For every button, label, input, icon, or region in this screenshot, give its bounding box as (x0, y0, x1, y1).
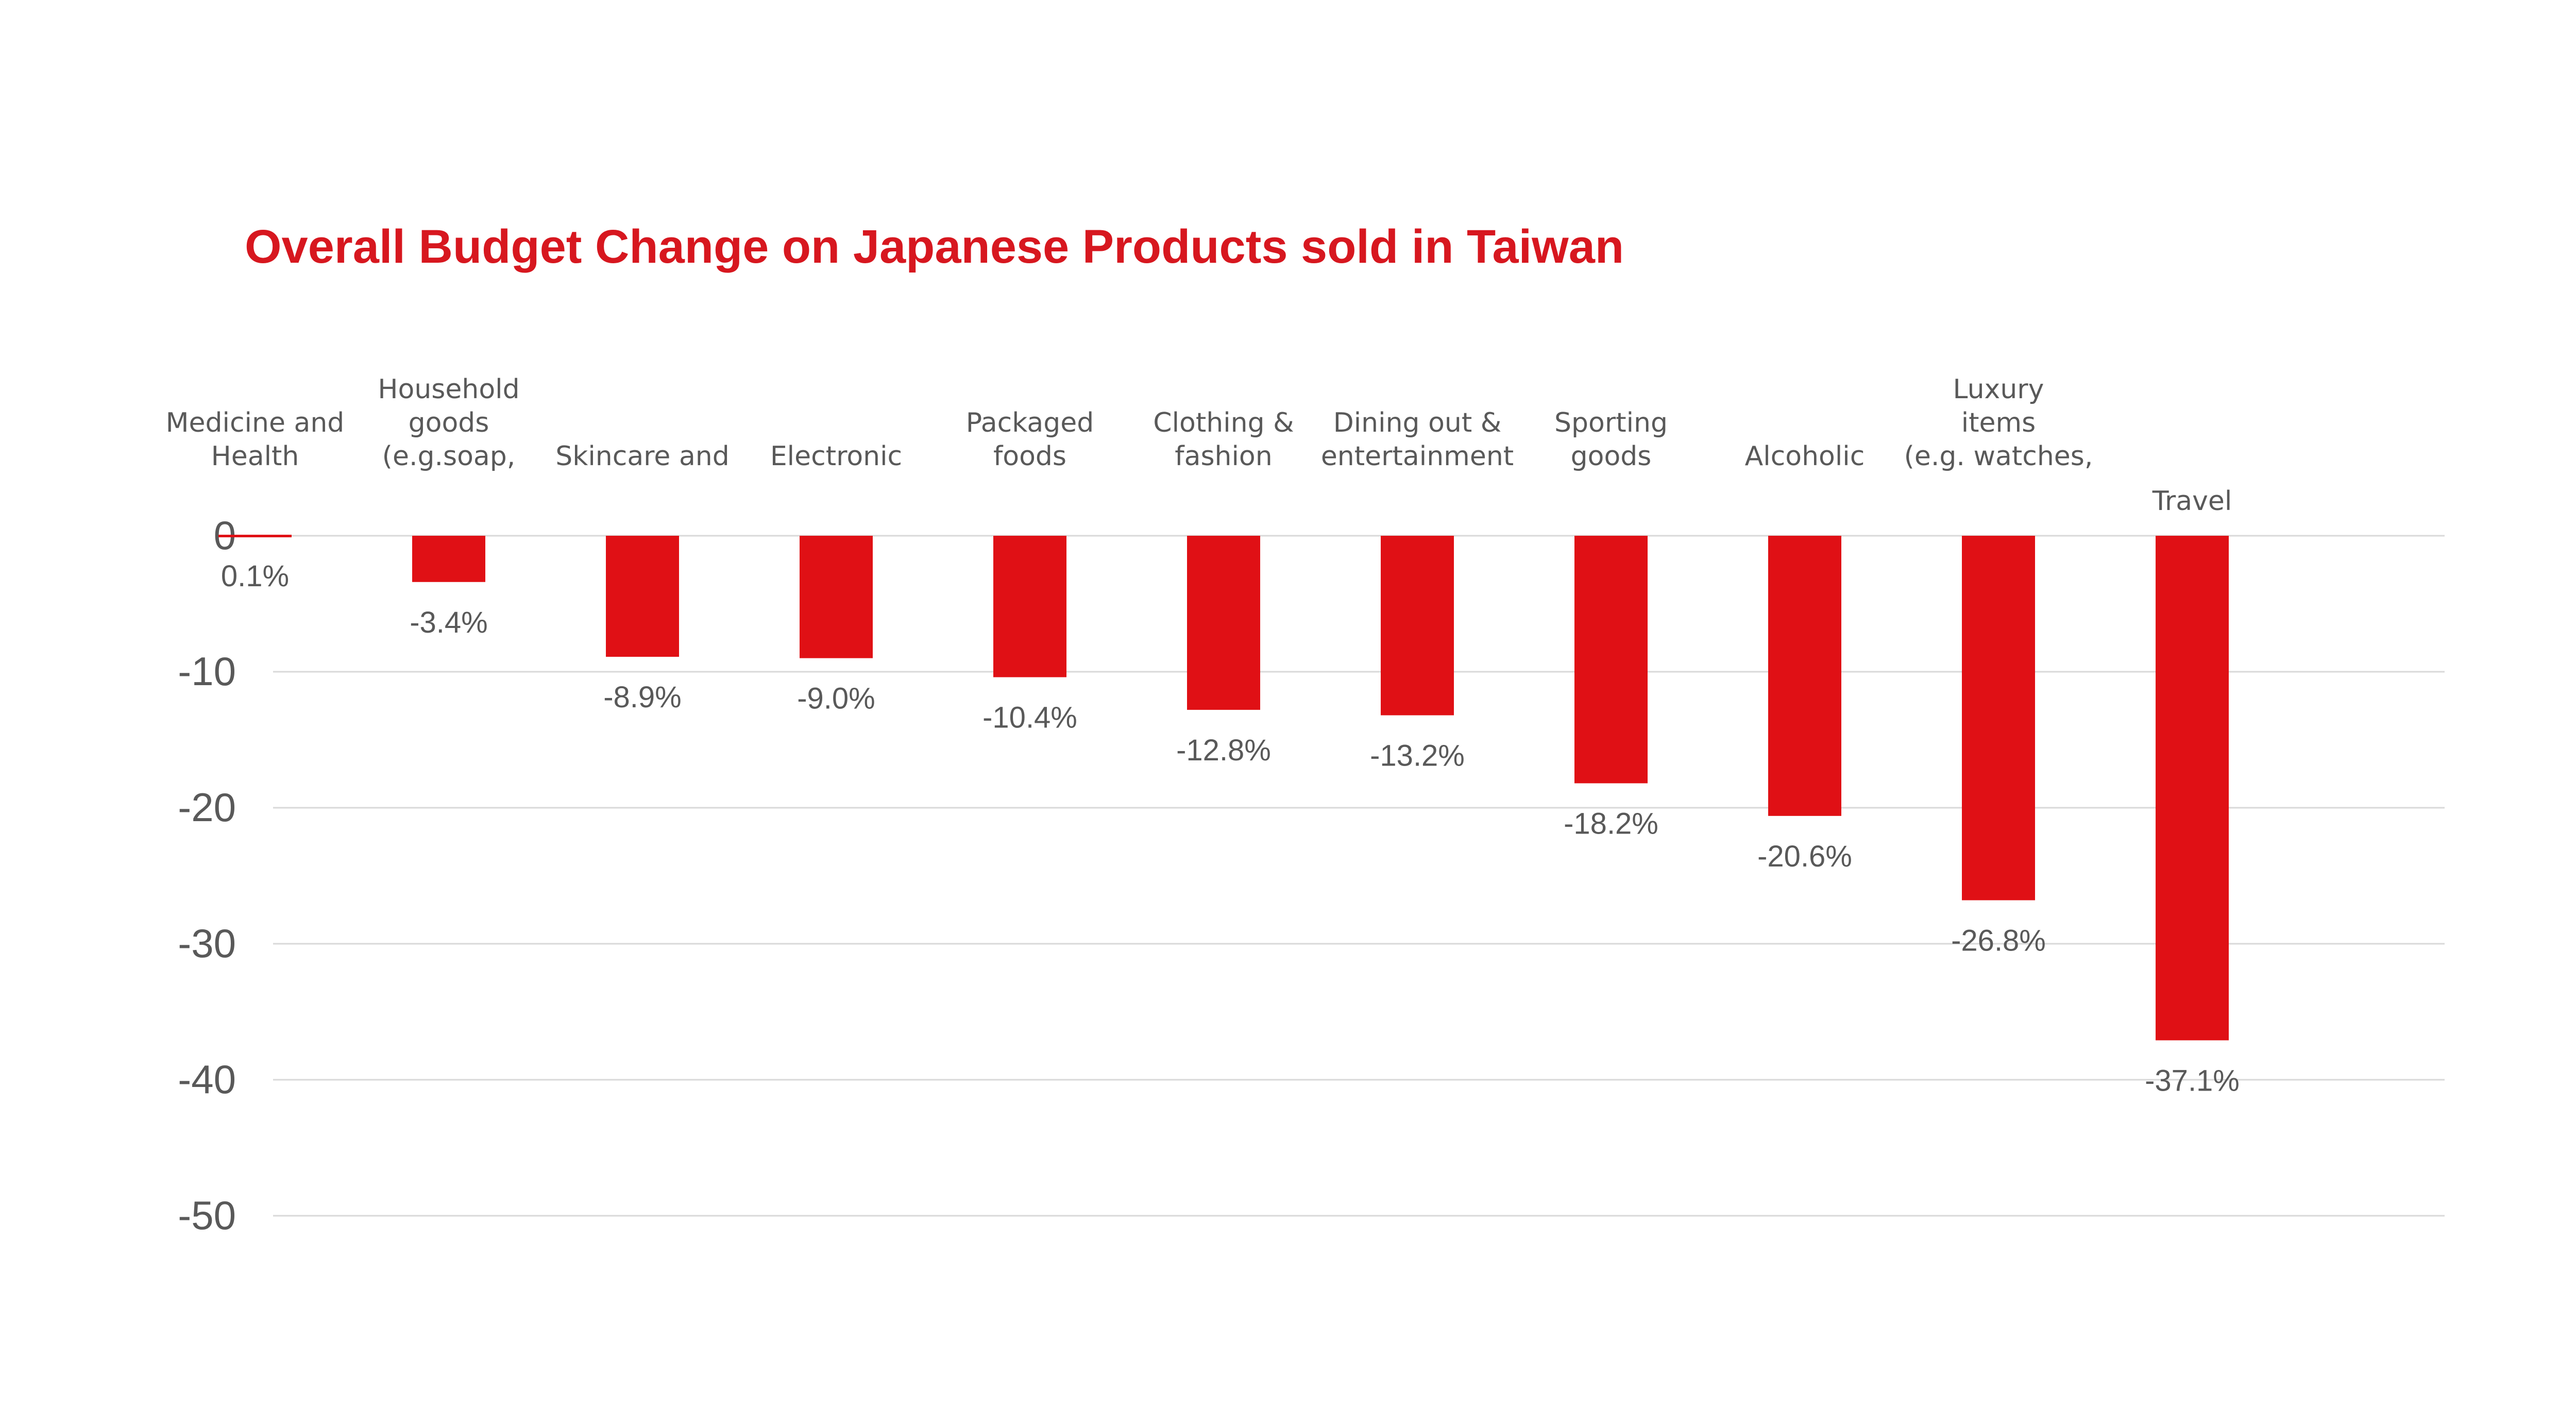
y-tick-label: -20 (178, 785, 236, 830)
category-label: Luxury items (e.g. watches, (1904, 374, 2093, 472)
chart-title: Overall Budget Change on Japanese Produc… (245, 220, 1624, 273)
bar (1962, 536, 2035, 900)
y-tick-label: -40 (178, 1057, 236, 1102)
category-label: Skincare and (555, 441, 730, 472)
bar (1187, 536, 1260, 710)
bar (993, 536, 1066, 677)
data-label: -9.0% (797, 682, 875, 716)
data-label: -13.2% (1370, 739, 1465, 772)
category-label: Travel (2152, 486, 2232, 517)
data-label: -26.8% (1951, 924, 2046, 958)
category-label: Sporting goods (1554, 407, 1668, 472)
category-label: Electronic (770, 441, 902, 472)
bar (2156, 536, 2229, 1041)
bar (800, 536, 873, 658)
data-label: -12.8% (1176, 734, 1271, 767)
bar (412, 536, 485, 582)
bar (1768, 536, 1841, 816)
data-labels: 0.1% -3.4% -8.9% -9.0% -10.4% -12.8% -13.2% -18… (221, 559, 2240, 1097)
data-label: -10.4% (982, 701, 1077, 735)
category-label: Alcoholic (1745, 441, 1865, 472)
category-label: Packaged foods (966, 407, 1094, 472)
bars (218, 535, 2229, 1041)
category-label: Dining out & entertainment (1321, 407, 1514, 472)
data-label: -3.4% (410, 606, 488, 639)
data-label: -37.1% (2145, 1064, 2240, 1097)
data-label: -8.9% (603, 681, 682, 714)
category-label: Medicine and Health (166, 407, 345, 472)
bar (1381, 536, 1454, 716)
y-tick-label: -30 (178, 921, 236, 966)
bar (606, 536, 679, 657)
category-labels: Medicine and Health Household goods (e.g.soa… (166, 374, 2232, 517)
data-label: -18.2% (1564, 807, 1658, 840)
bar (1574, 536, 1648, 784)
category-label: Clothing & fashion (1153, 407, 1294, 472)
bar (218, 535, 292, 537)
data-label: 0.1% (221, 559, 289, 593)
data-label: -20.6% (1757, 840, 1852, 873)
category-label: Household goods (e.g.soap, (378, 374, 519, 472)
y-tick-label: -50 (178, 1193, 236, 1238)
y-axis-ticks: 0-10-20-30-40-50 (178, 513, 236, 1238)
y-tick-label: -10 (178, 649, 236, 694)
gridlines (273, 535, 2445, 1217)
